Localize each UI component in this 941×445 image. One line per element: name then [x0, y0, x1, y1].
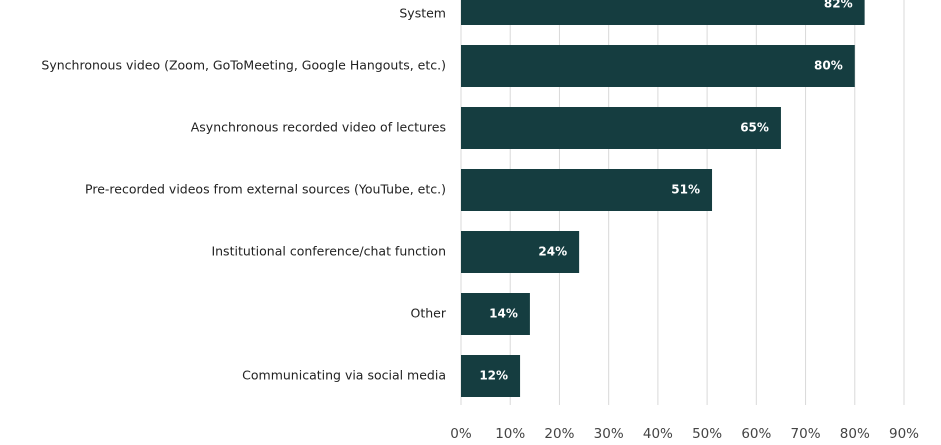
x-tick-label: 20% [544, 426, 574, 442]
bar [461, 45, 855, 87]
value-label: 12% [479, 369, 508, 383]
bar [461, 107, 781, 149]
value-label: 51% [671, 183, 700, 197]
x-tick-label: 50% [692, 426, 722, 442]
x-tick-label: 30% [594, 426, 624, 442]
value-label: 65% [740, 121, 769, 135]
x-tick-label: 40% [643, 426, 673, 442]
x-tick-label: 10% [495, 426, 525, 442]
bar [461, 355, 521, 397]
value-label: 80% [814, 59, 843, 73]
bar [461, 169, 713, 211]
x-tick-label: 70% [791, 426, 821, 442]
x-tick-label: 60% [741, 426, 771, 442]
x-tick-label: 0% [450, 426, 472, 442]
value-label: 14% [489, 307, 518, 321]
category-label: System [399, 6, 446, 21]
x-tick-label: 90% [889, 426, 919, 442]
category-label: Pre-recorded videos from external source… [85, 182, 446, 197]
category-label: Synchronous video (Zoom, GoToMeeting, Go… [41, 58, 446, 73]
bar [461, 0, 865, 25]
category-label: Asynchronous recorded video of lectures [191, 120, 446, 135]
value-label: 82% [824, 0, 853, 11]
x-tick-label: 80% [840, 426, 870, 442]
value-label: 24% [538, 245, 567, 259]
category-label: Other [411, 306, 447, 321]
category-label: Communicating via social media [242, 368, 446, 383]
category-label: Institutional conference/chat function [211, 244, 446, 259]
bar [461, 231, 580, 273]
bar [461, 293, 530, 335]
